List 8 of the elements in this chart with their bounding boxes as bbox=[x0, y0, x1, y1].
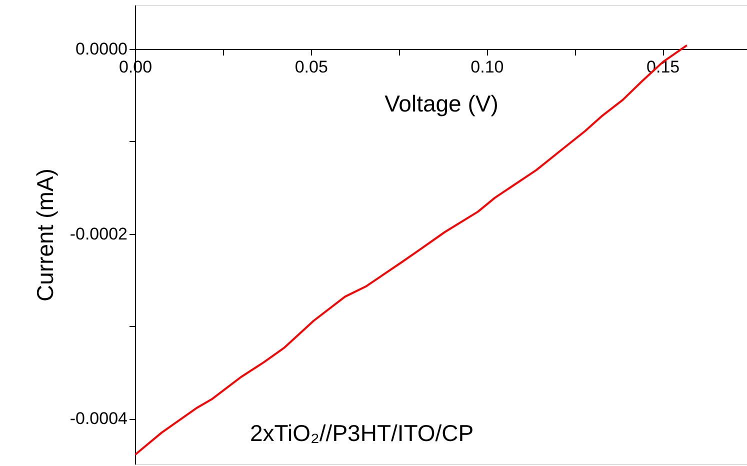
y-tick-label: 0.0000 bbox=[76, 39, 128, 58]
x-axis-title: Voltage (V) bbox=[384, 90, 498, 116]
y-tick-label: -0.0004 bbox=[70, 409, 128, 428]
x-tick-label: 0.10 bbox=[470, 57, 504, 76]
y-tick-label: -0.0002 bbox=[70, 224, 128, 244]
y-axis-title: Current (mA) bbox=[32, 168, 58, 302]
annotation: 2xTiO₂//P3HT/ITO/CP bbox=[250, 420, 474, 446]
x-tick-label: 0.05 bbox=[294, 57, 328, 76]
